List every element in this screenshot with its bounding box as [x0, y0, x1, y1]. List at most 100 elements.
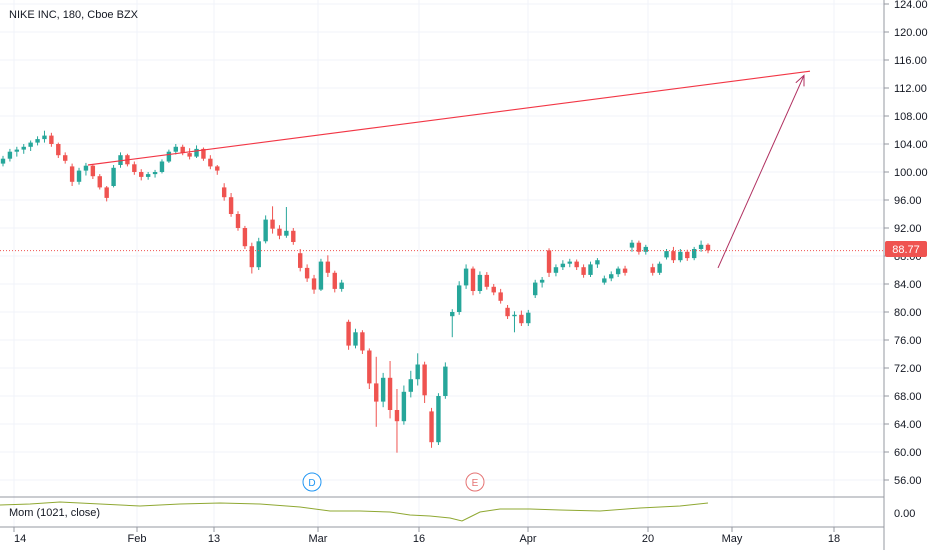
candle-body [470, 268, 476, 291]
candle-body [187, 153, 192, 157]
event-letter-e: E [472, 478, 479, 489]
candle-body [636, 242, 642, 252]
y-tick-label: 76.00 [894, 335, 922, 347]
candle-body [622, 268, 628, 273]
candle-body [422, 364, 427, 396]
x-tick-label: Feb [128, 533, 147, 545]
candle-body [505, 307, 510, 317]
candle-body [332, 272, 337, 289]
candlestick-series [0, 130, 711, 453]
event-marker-d[interactable]: D [302, 472, 322, 492]
y-tick-label: 64.00 [894, 419, 922, 431]
candle-body [194, 148, 199, 157]
candle-body [291, 230, 296, 242]
candle-body [69, 166, 75, 182]
trendline[interactable] [87, 70, 811, 166]
candle-body [139, 172, 144, 177]
candle-body [609, 274, 614, 279]
indicator-label: Mom (1021, close) [9, 507, 100, 519]
time-axis[interactable]: 14 Feb 13 Mar 16 Apr 20 May 18 [13, 527, 840, 545]
candle-body [539, 279, 545, 283]
candle-body [132, 164, 137, 172]
candle-body [664, 251, 669, 258]
candle-body [374, 383, 379, 402]
y-tick-label: 124.00 [894, 0, 928, 11]
candle-body [249, 246, 255, 268]
chart-title: NIKE INC, 180, Cboe BZX [9, 9, 139, 21]
candle-body [228, 197, 234, 214]
price-axis[interactable]: 124.00 120.00 116.00 112.00 108.00 104.00 100.… [884, 0, 928, 487]
candle-body [180, 146, 185, 154]
candle-body [201, 148, 206, 159]
candle-body [104, 187, 109, 198]
y-tick-label: 116.00 [894, 55, 927, 67]
candle-body [346, 321, 351, 346]
candle-body [685, 251, 690, 259]
candle-body [691, 249, 697, 259]
candle-body [28, 142, 33, 147]
y-tick-label: 60.00 [894, 447, 922, 459]
candle-body [298, 253, 303, 268]
event-letter-d: D [308, 478, 315, 489]
y-tick-label: 112.00 [894, 83, 927, 95]
y-tick-label: 72.00 [894, 363, 922, 375]
candle-body [553, 267, 559, 273]
candle-body [657, 263, 662, 273]
candle-body [118, 155, 123, 165]
candle-body [533, 282, 538, 296]
indicator-zero-tick: 0.00 [894, 508, 915, 520]
price-tag-bg [885, 241, 927, 257]
y-tick-label: 104.00 [894, 139, 928, 151]
candle-body [97, 176, 102, 188]
candle-body [270, 219, 275, 229]
x-tick-label: May [722, 533, 743, 545]
candle-body [284, 230, 289, 236]
candle-body [415, 364, 420, 380]
candle-body [588, 264, 593, 275]
event-marker-e[interactable]: E [465, 472, 485, 492]
candle-body [42, 135, 47, 140]
y-tick-label: 100.00 [894, 167, 928, 179]
candle-body [698, 244, 704, 249]
arrow-shaft [717, 75, 805, 269]
candle-body [0, 158, 6, 164]
x-tick-label: 14 [14, 533, 26, 545]
candle-body [367, 350, 372, 384]
candle-body [21, 146, 26, 150]
projection-arrow[interactable] [717, 74, 805, 269]
x-tick-label: 20 [642, 533, 654, 545]
candle-body [643, 246, 648, 252]
candle-body [408, 379, 413, 392]
candle-body [629, 242, 635, 248]
x-tick-label: 13 [208, 533, 220, 545]
candle-body [14, 149, 20, 152]
candle-body [49, 135, 54, 144]
candle-body [602, 278, 607, 283]
candle-body [519, 314, 524, 324]
candle-body [7, 151, 13, 159]
candle-body [256, 241, 261, 268]
candle-body [166, 151, 172, 162]
earnings-marker [465, 472, 485, 492]
candle-body [705, 244, 711, 251]
y-tick-label: 108.00 [894, 111, 928, 123]
y-tick-label: 56.00 [894, 475, 922, 487]
x-tick-label: Apr [519, 533, 536, 545]
candle-body [208, 158, 213, 167]
candle-body [83, 165, 89, 171]
candle-body [567, 261, 572, 264]
candle-body [360, 332, 365, 351]
candle-body [443, 366, 448, 396]
candle-body [477, 274, 483, 291]
candle-body [152, 172, 158, 175]
candle-body [304, 267, 310, 279]
x-tick-label: 18 [828, 533, 840, 545]
candle-body [318, 261, 324, 290]
candle-body [436, 396, 441, 443]
candle-body [63, 155, 68, 161]
candle-body [76, 170, 82, 182]
candle-body [615, 268, 621, 275]
y-tick-label: 84.00 [894, 279, 922, 291]
price-tag: 88.77 [885, 241, 927, 257]
